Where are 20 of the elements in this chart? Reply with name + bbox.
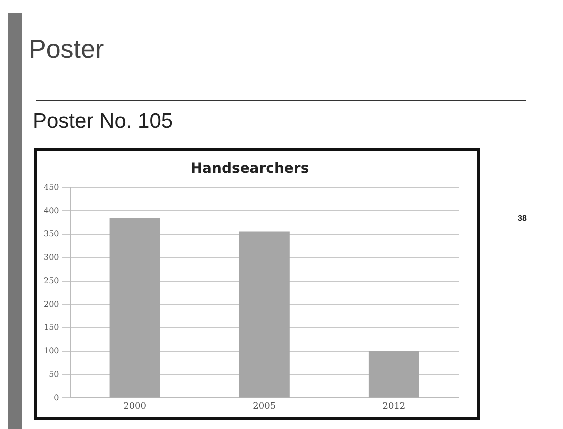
y-tick-label: 250 — [44, 276, 60, 286]
x-tick-label: 2012 — [382, 402, 406, 412]
y-tick-label: 350 — [44, 230, 60, 239]
bar — [239, 232, 290, 398]
x-tick-label: 2000 — [124, 402, 147, 412]
text: Poster — [29, 34, 104, 65]
text: 38 — [518, 214, 527, 223]
y-tick-label: 300 — [44, 253, 60, 262]
chart-title: Handsearchers — [190, 161, 310, 178]
y-tick-label: 200 — [44, 300, 60, 309]
bar — [110, 218, 160, 398]
y-tick-label: 50 — [49, 370, 60, 379]
y-tick-label: 0 — [54, 393, 60, 402]
y-tick-label: 450 — [44, 182, 60, 192]
y-tick-label: 100 — [44, 346, 60, 356]
text: Poster No. 105 — [33, 110, 174, 134]
y-tick-label: 150 — [44, 323, 60, 332]
y-tick-label: 400 — [44, 206, 60, 216]
x-tick-label: 2005 — [253, 402, 276, 412]
bar — [368, 350, 420, 398]
